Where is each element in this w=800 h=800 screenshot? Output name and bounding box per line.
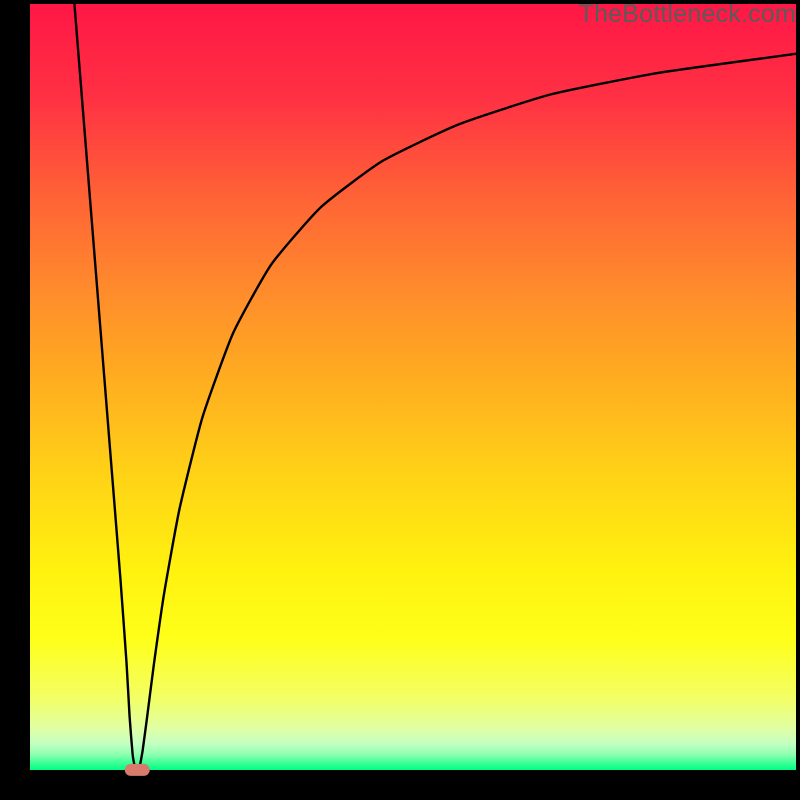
watermark-text: TheBottleneck.com	[579, 0, 796, 29]
valley-marker	[125, 764, 150, 776]
chart-svg	[30, 4, 796, 770]
plot-background	[30, 4, 796, 770]
plot-area	[30, 4, 796, 770]
